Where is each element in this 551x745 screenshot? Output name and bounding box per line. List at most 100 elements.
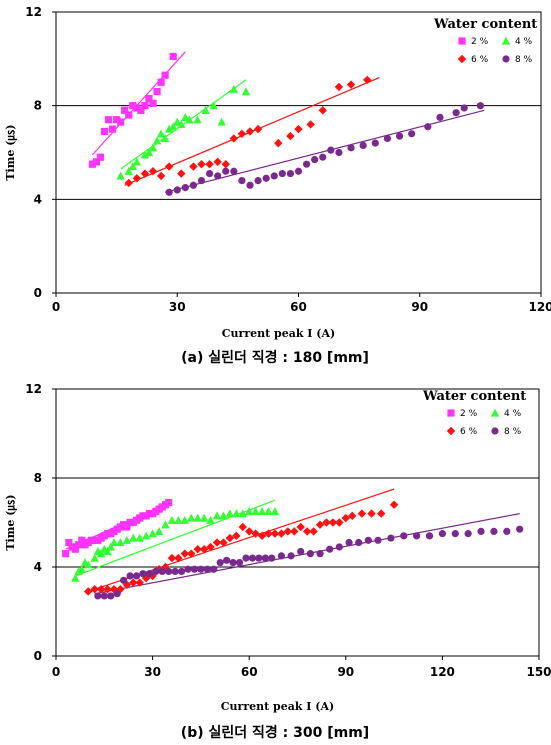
- data-point: [270, 506, 280, 515]
- data-point: [96, 549, 106, 558]
- data-point: [197, 565, 205, 573]
- data-point: [187, 513, 196, 522]
- data-point: [128, 162, 137, 171]
- data-point: [219, 511, 228, 520]
- data-point: [203, 565, 211, 573]
- series-6pct: [124, 75, 372, 188]
- data-point: [214, 172, 222, 180]
- data-point: [193, 513, 202, 522]
- data-point: [205, 160, 214, 169]
- plot-frame: [55, 11, 542, 294]
- data-point: [161, 71, 169, 79]
- data-point: [210, 565, 218, 573]
- data-point: [156, 129, 166, 138]
- data-point: [96, 585, 106, 594]
- y-tick-label: 12: [25, 5, 42, 19]
- data-point: [216, 558, 224, 567]
- legend: Water content 2 % 4 % 6 % 8 %: [422, 389, 526, 437]
- data-point: [187, 549, 196, 558]
- data-point: [347, 144, 355, 152]
- data-point: [145, 95, 153, 103]
- data-point: [153, 88, 161, 96]
- y-tick-label: 8: [34, 471, 42, 485]
- data-point: [132, 174, 142, 183]
- data-point: [270, 529, 280, 538]
- data-point: [209, 101, 218, 110]
- data-point: [245, 527, 254, 536]
- data-point: [395, 132, 404, 140]
- legend-label: 6 %: [460, 427, 478, 437]
- data-point: [199, 545, 209, 554]
- data-point: [173, 117, 182, 126]
- trendline-8pct: [164, 109, 485, 193]
- data-point: [232, 509, 241, 518]
- data-point: [108, 125, 117, 133]
- data-point: [77, 564, 86, 573]
- legend-marker: [447, 409, 455, 417]
- data-point: [264, 506, 273, 515]
- data-point: [287, 552, 295, 560]
- x-tick-label: 60: [241, 665, 258, 679]
- data-point: [103, 585, 112, 594]
- data-point: [169, 122, 178, 131]
- data-point: [122, 580, 132, 589]
- data-point: [436, 113, 444, 121]
- data-point: [355, 538, 363, 547]
- data-point: [169, 52, 177, 61]
- legend-label: 4 %: [515, 37, 533, 47]
- chart-caption: (a) 실린더 직경 : 180 [mm]: [181, 349, 369, 366]
- data-point: [167, 515, 177, 524]
- data-point: [117, 118, 125, 126]
- chart-b: 0 30 60 90 120 150 0 4 8 12 Current peak I (A) Time…: [4, 382, 551, 741]
- series-2pct: [62, 498, 173, 558]
- data-point: [199, 513, 209, 522]
- legend-title: Water content: [422, 389, 526, 404]
- data-point: [177, 567, 186, 576]
- data-point: [123, 523, 131, 531]
- series-8pct: [94, 525, 524, 600]
- data-point: [177, 169, 186, 178]
- data-point: [490, 527, 498, 536]
- data-point: [229, 134, 239, 143]
- data-point: [223, 556, 231, 564]
- data-point: [152, 567, 160, 576]
- data-point: [318, 106, 327, 115]
- data-point: [165, 567, 173, 576]
- x-tick-label: 150: [526, 665, 551, 679]
- data-point: [408, 130, 416, 138]
- data-point: [173, 186, 181, 194]
- data-point: [154, 565, 164, 574]
- data-point: [107, 592, 115, 600]
- data-point: [283, 527, 293, 536]
- data-point: [160, 134, 170, 143]
- data-point: [158, 567, 166, 576]
- data-point: [189, 162, 198, 171]
- data-point: [225, 509, 235, 518]
- data-point: [177, 120, 186, 128]
- data-point: [157, 78, 165, 86]
- data-point: [190, 565, 199, 573]
- data-point: [290, 527, 299, 536]
- data-point: [377, 509, 386, 518]
- data-point: [311, 155, 319, 164]
- data-point: [225, 533, 235, 543]
- data-point: [154, 527, 164, 535]
- data-point: [254, 177, 262, 185]
- data-point: [387, 534, 395, 542]
- data-point: [140, 150, 150, 159]
- x-axis-label: Current peak I (A): [221, 700, 334, 713]
- data-point: [389, 500, 399, 509]
- data-point: [193, 115, 202, 124]
- data-point: [241, 87, 251, 96]
- data-point: [125, 111, 133, 119]
- data-point: [286, 131, 295, 141]
- data-point: [451, 530, 459, 538]
- data-point: [120, 576, 128, 584]
- data-point: [180, 549, 189, 558]
- data-point: [348, 511, 357, 521]
- data-point: [217, 117, 226, 126]
- data-point: [413, 532, 421, 540]
- data-point: [274, 138, 283, 148]
- legend-label: 8 %: [504, 427, 522, 437]
